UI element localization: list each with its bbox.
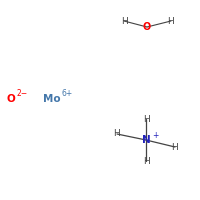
Text: O: O [7, 94, 15, 104]
Text: H: H [172, 142, 178, 152]
Text: O: O [143, 22, 151, 32]
Text: 6+: 6+ [61, 90, 73, 98]
Text: N: N [142, 135, 150, 145]
Text: Mo: Mo [43, 94, 61, 104]
Text: H: H [143, 156, 149, 166]
Text: H: H [121, 17, 127, 25]
Text: H: H [143, 114, 149, 123]
Text: H: H [114, 130, 120, 138]
Text: +: + [152, 130, 158, 140]
Text: H: H [168, 17, 174, 25]
Text: 2−: 2− [16, 90, 28, 98]
